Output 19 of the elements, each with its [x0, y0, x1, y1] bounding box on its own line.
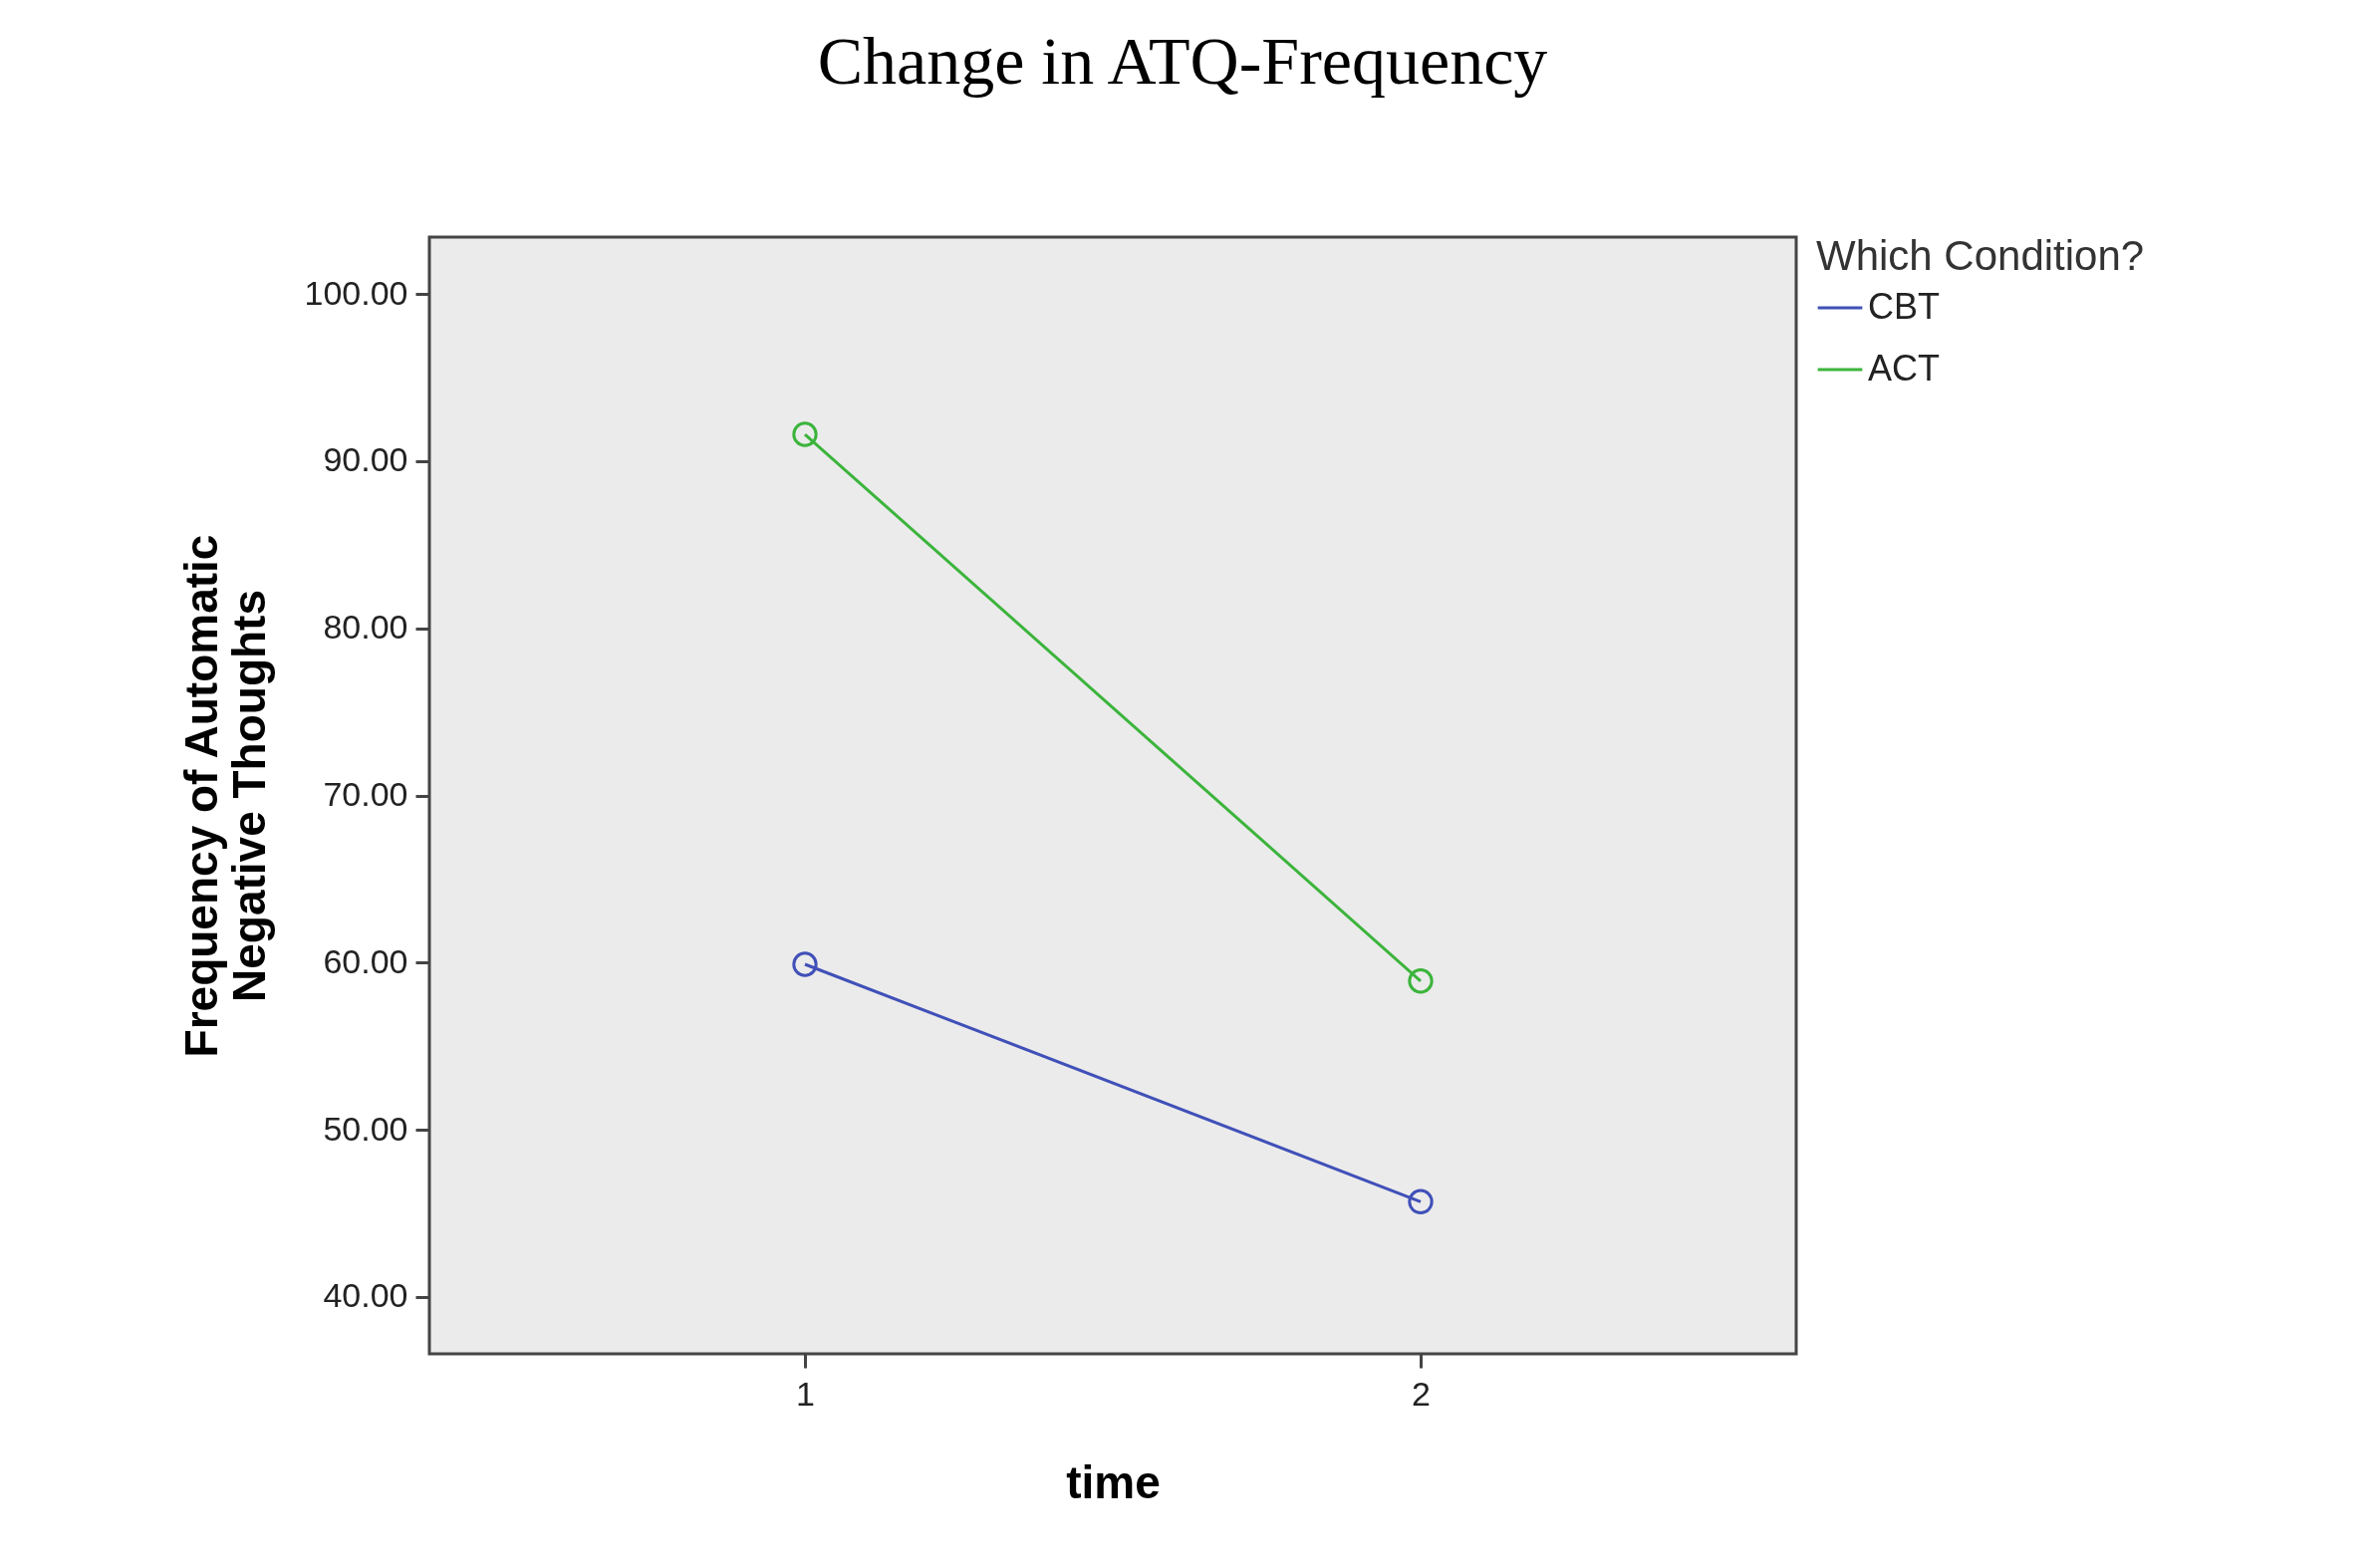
point	[792, 951, 818, 977]
chart-title: Change in ATQ-Frequency	[817, 23, 1548, 99]
legend-label: CBT	[1868, 286, 1941, 327]
y-tick-label: 70.00	[323, 775, 408, 813]
y-axis-title: Frequency of Automatic Negative Thoughts	[174, 534, 275, 1058]
point	[792, 421, 818, 447]
y-tick-label: 80.00	[323, 608, 408, 647]
y-tick-label: 90.00	[323, 440, 408, 479]
point	[1408, 968, 1434, 994]
y-tick-label: 100.00	[304, 273, 408, 312]
point	[1408, 1188, 1434, 1214]
legend-title: Which Condition?	[1816, 232, 2145, 279]
x-axis-title: time	[1066, 1455, 1161, 1508]
y-tick-label: 50.00	[323, 1109, 408, 1148]
y-tick-label: 60.00	[323, 941, 408, 980]
x-tick-label: 2	[1412, 1374, 1431, 1413]
legend-label: ACT	[1868, 348, 1941, 389]
y-tick-label: 40.00	[323, 1276, 408, 1315]
x-tick-label: 1	[796, 1374, 815, 1413]
